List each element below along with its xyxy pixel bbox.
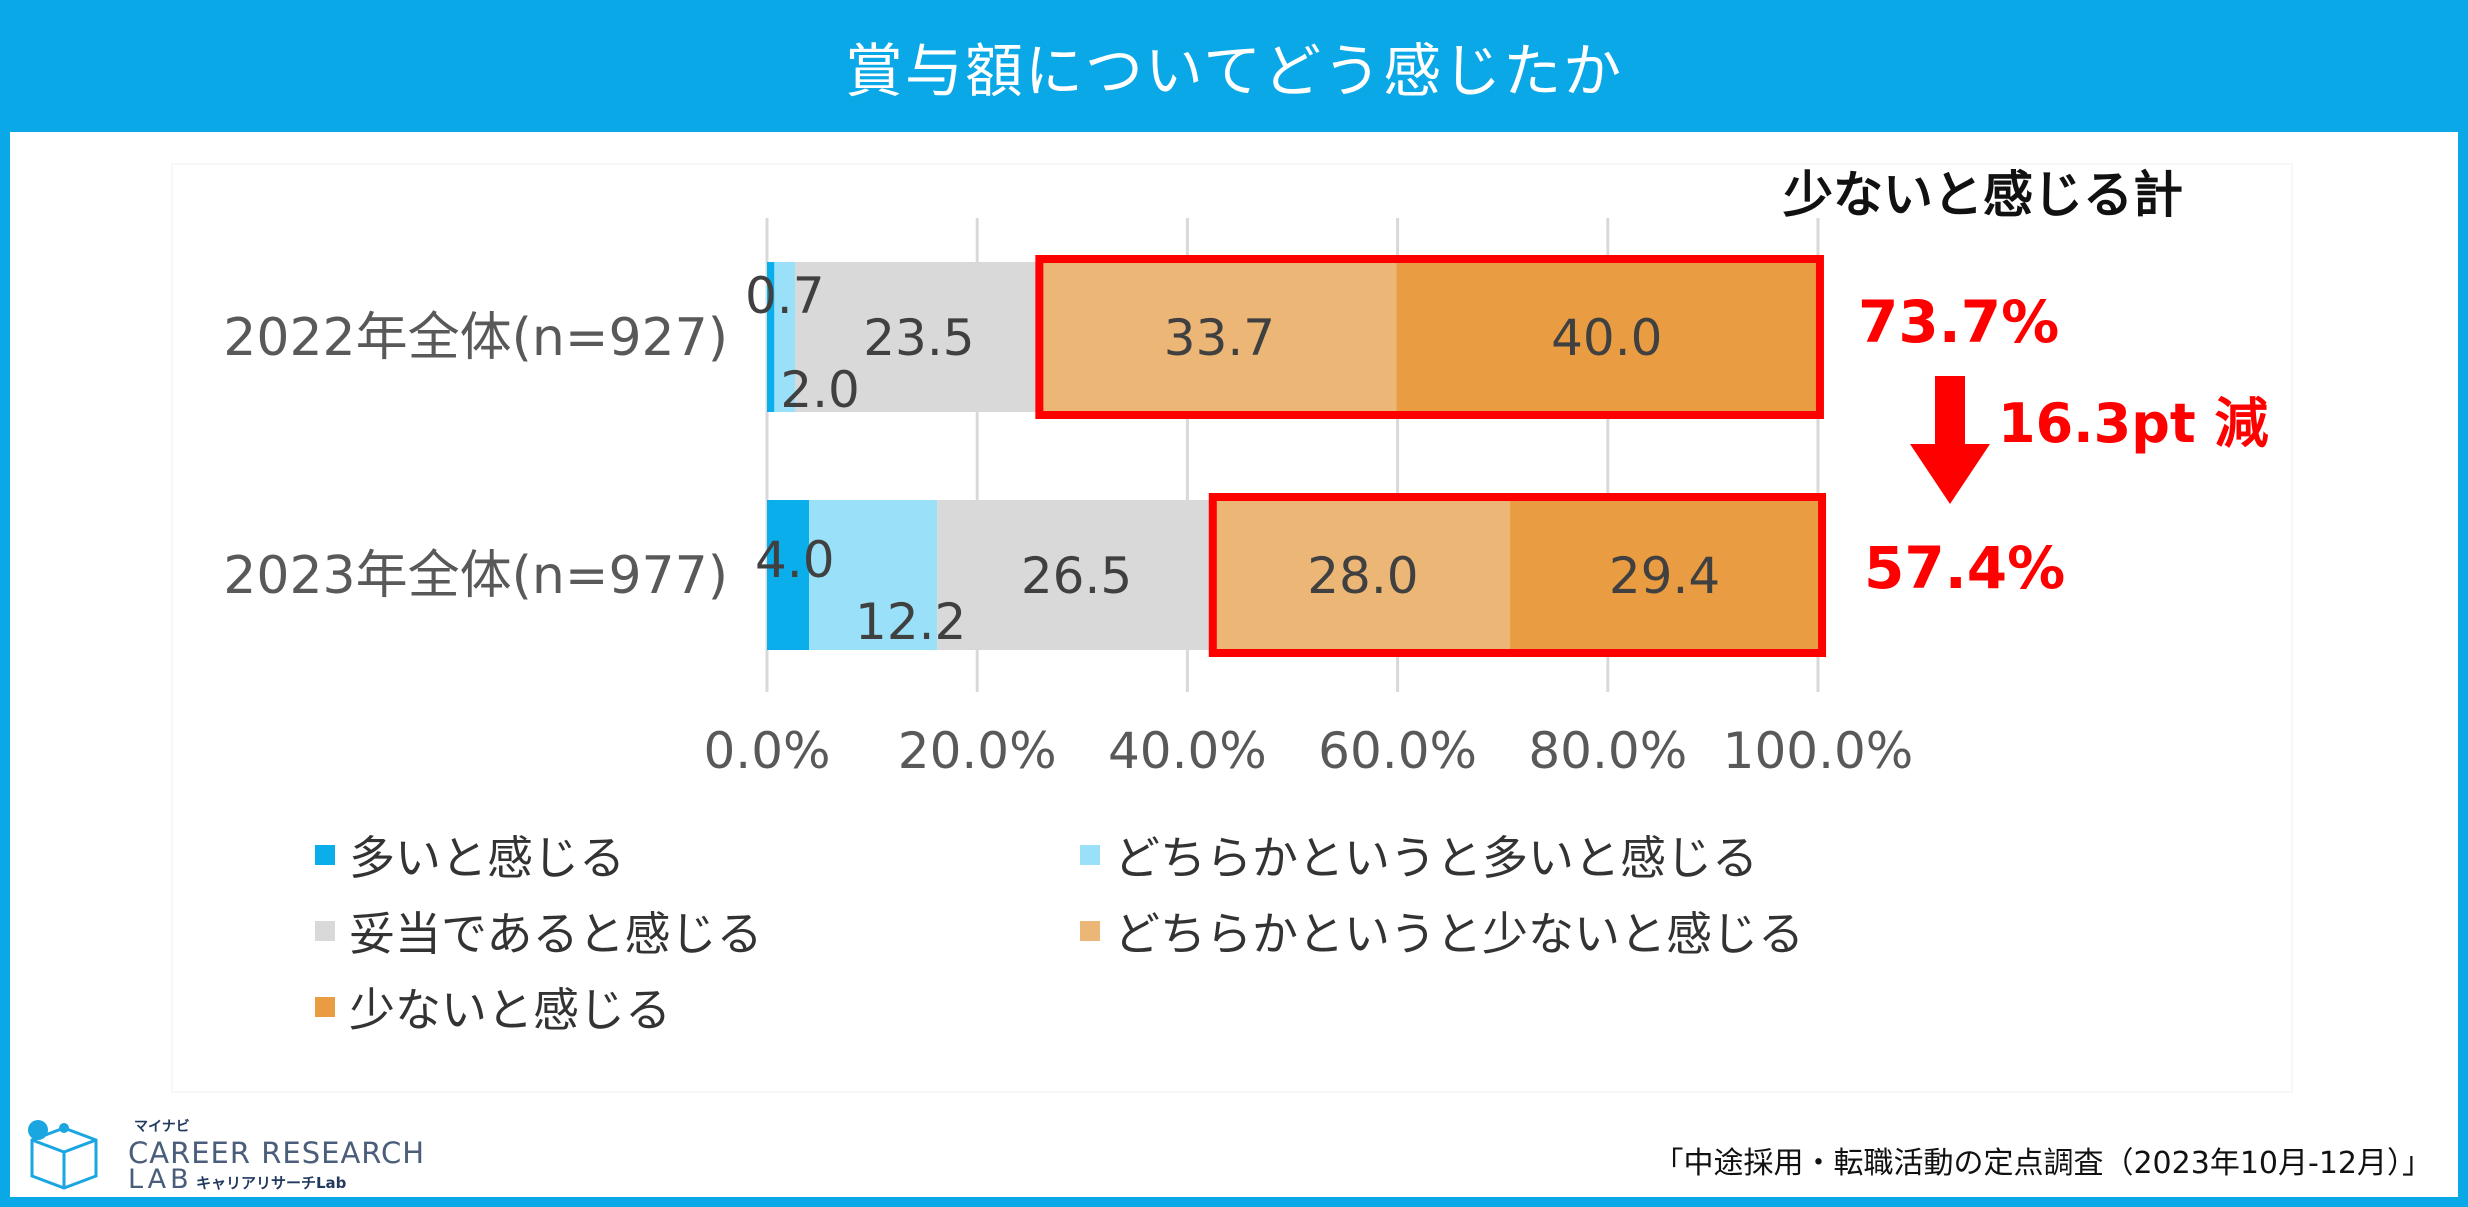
data-label: 2.0 — [780, 361, 860, 419]
legend-label: 多いと感じる — [349, 831, 625, 885]
legend-item: どちらかというと多いと感じる — [1080, 822, 1758, 888]
bar-group — [767, 262, 1820, 650]
logo-brand-name: CAREER RESEARCH — [128, 1136, 426, 1170]
category-label: 2022年全体(n=927) — [223, 308, 728, 368]
legend-swatch — [1080, 921, 1100, 941]
x-tick-label: 100.0% — [1723, 722, 1914, 780]
total-value: 73.7% — [1858, 288, 2059, 356]
source-note: 「中途採用・転職活動の定点調査（2023年10月-12月）」 — [1653, 1146, 2432, 1181]
logo-cube-icon — [28, 1120, 98, 1190]
bar-segment — [1396, 262, 1817, 412]
data-label-group: 0.7 2.023.5 33.7 40.0 4.0 12.2 26.5 28.0 29.4 — [745, 267, 1720, 651]
legend-swatch — [315, 921, 335, 941]
brand-logo: マイナビ CAREER RESEARCH LAB キャリアリサーチLab — [24, 1112, 444, 1195]
annotation-group: 少ないと感じる計 73.7% 57.4% 16.3pt 減 — [1035, 166, 2269, 657]
legend-label: どちらかというと少ないと感じる — [1114, 907, 1804, 961]
legend-swatch — [315, 845, 335, 865]
legend-label: 妥当であると感じる — [349, 907, 763, 961]
bar-segment — [809, 500, 938, 650]
data-label: 23.5 — [863, 309, 974, 367]
data-label: 4.0 — [755, 531, 835, 589]
annotation-header: 少ないと感じる計 — [1783, 166, 2183, 224]
legend-item: 妥当であると感じる — [315, 898, 763, 964]
logo-brand-small: マイナビ — [134, 1119, 190, 1135]
bar-segment — [1042, 262, 1397, 412]
total-value: 57.4% — [1864, 534, 2065, 602]
x-tick-group: 0.0% 20.0% 40.0% 60.0% 80.0% 100.0% — [703, 722, 1913, 780]
highlight-box — [1208, 493, 1827, 657]
x-tick-label: 20.0% — [898, 722, 1057, 780]
bar-segment — [767, 262, 775, 412]
category-label: 2023年全体(n=977) — [223, 546, 728, 606]
category-label-group: 2022年全体(n=927) 2023年全体(n=977) — [223, 308, 728, 606]
bar-segment — [795, 262, 1043, 412]
bar-segment — [1215, 500, 1511, 650]
page-title: 賞与額についてどう感じたか — [844, 37, 1624, 105]
legend-label: どちらかというと多いと感じる — [1114, 831, 1758, 885]
legend: 多いと感じる どちらかというと多いと感じる妥当であると感じる どちらかというと少ない… — [315, 822, 2015, 1042]
legend-swatch — [1080, 845, 1100, 865]
legend-label: 少ないと感じる — [349, 983, 671, 1037]
data-label: 29.4 — [1609, 547, 1720, 605]
data-label: 40.0 — [1551, 309, 1662, 367]
data-label: 12.2 — [855, 593, 966, 651]
legend-swatch — [315, 997, 335, 1017]
x-tick-label: 40.0% — [1108, 722, 1267, 780]
bar-segment — [774, 262, 796, 412]
logo-brand-sub: キャリアリサーチLab — [196, 1174, 347, 1192]
logo-brand-lab: LAB — [128, 1164, 193, 1195]
data-label: 26.5 — [1021, 547, 1132, 605]
legend-item: 少ないと感じる — [315, 974, 671, 1040]
bar-segment — [1510, 500, 1820, 650]
x-tick-label: 0.0% — [703, 722, 830, 780]
bar-segment — [937, 500, 1216, 650]
legend-item: 多いと感じる — [315, 822, 625, 888]
down-arrow-icon — [1910, 376, 1990, 504]
data-label: 0.7 — [745, 267, 825, 325]
change-label: 16.3pt 減 — [1998, 392, 2269, 455]
x-tick-label: 80.0% — [1528, 722, 1687, 780]
highlight-box — [1035, 255, 1824, 419]
data-label: 28.0 — [1307, 547, 1418, 605]
title-bar: 賞与額についてどう感じたか — [0, 0, 2468, 132]
x-tick-label: 60.0% — [1318, 722, 1477, 780]
bar-segment — [767, 500, 810, 650]
data-label: 33.7 — [1164, 309, 1275, 367]
legend-item: どちらかというと少ないと感じる — [1080, 898, 1804, 964]
